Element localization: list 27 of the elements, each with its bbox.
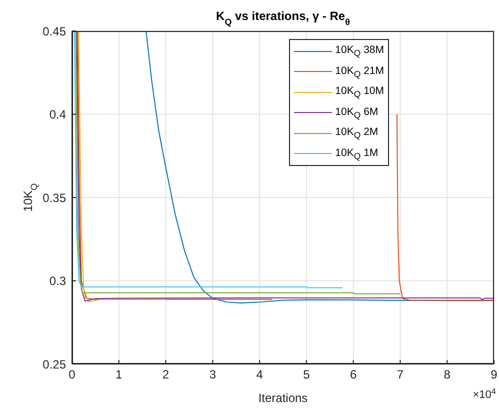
x-tick-label: 8 <box>444 368 451 382</box>
x-tick-label: 3 <box>209 368 216 382</box>
y-tick-label: 0.35 <box>42 190 66 205</box>
y-tick-label: 0.45 <box>42 24 66 38</box>
legend-label: 10K$_{Q}$ 1M <box>335 146 378 161</box>
x-tick-label: 2 <box>162 368 170 382</box>
x-tick-label: 6 <box>350 368 357 382</box>
x-tick-label: 0 <box>68 368 76 382</box>
x-tick-label: 7 <box>396 368 404 382</box>
x-tick-label: 1 <box>116 368 123 382</box>
text: ×10$^{4}$ <box>472 386 496 401</box>
x-axis-title: Iterations <box>258 391 308 405</box>
line-series <box>146 31 494 304</box>
chart-title: K$_{Q}$ vs iterations, γ - Re$_{θ}$ <box>216 9 350 27</box>
legend-label: 10K$_{Q}$ 10M <box>335 85 384 100</box>
legend-label: 10K$_{Q}$ 21M <box>335 64 384 79</box>
y-tick-label: 0.4 <box>49 108 66 122</box>
y-tick-label: 0.3 <box>49 274 66 288</box>
line-series <box>78 31 166 302</box>
x-tick-label: 5 <box>303 368 310 382</box>
line-series <box>75 31 401 294</box>
legend-label: 10K$_{Q}$ 6M <box>335 106 378 120</box>
x-tick-label: 4 <box>256 368 264 382</box>
x-tick-label: 9 <box>490 368 498 382</box>
y-tick-label: 0.25 <box>42 357 66 372</box>
legend-label: 10K$_{Q}$ 2M <box>335 126 378 140</box>
legend-label: 10K$_{Q}$ 38M <box>335 44 384 58</box>
